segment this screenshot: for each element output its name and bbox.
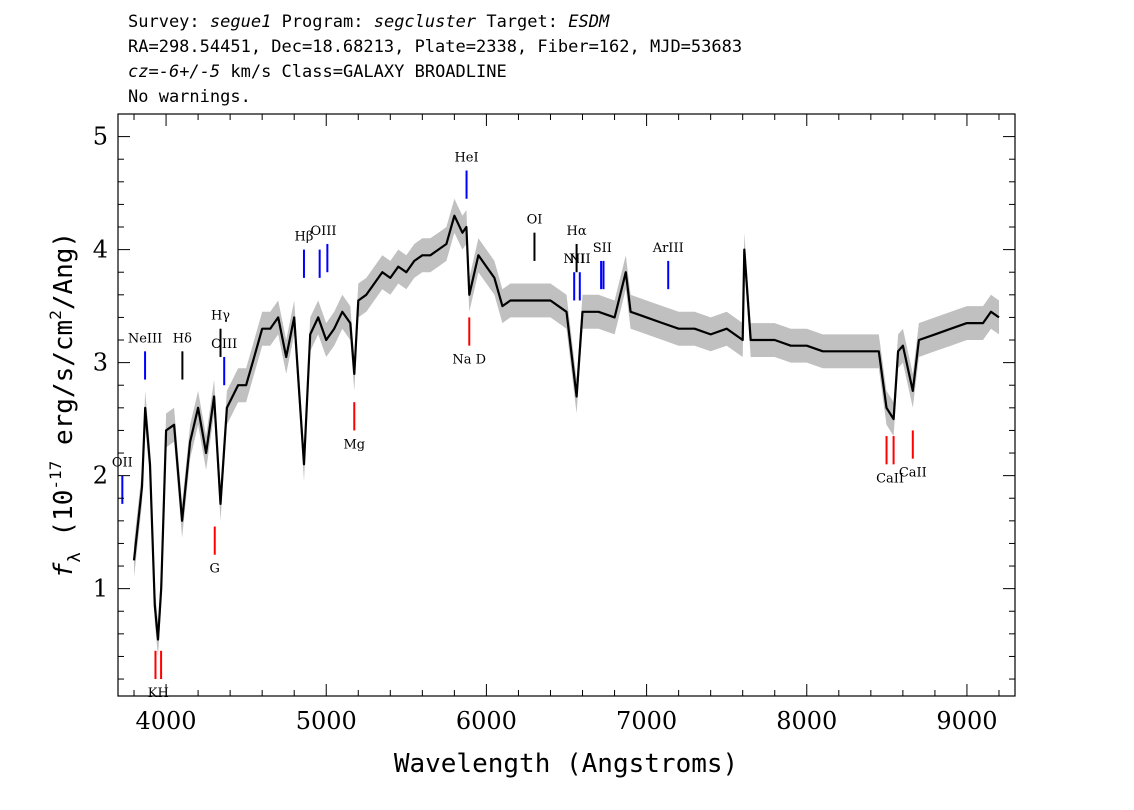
- y-tick-label: 5: [93, 123, 108, 151]
- header-line-survey: Survey: segue1 Program: segcluster Targe…: [128, 10, 742, 35]
- y-tick-label: 2: [93, 462, 108, 490]
- cz-symbol: cz: [128, 62, 149, 82]
- emission-line-label: OI: [527, 213, 543, 228]
- emission-line-label: NII: [569, 252, 591, 267]
- emission-line-label: ArIII: [652, 241, 684, 256]
- x-tick-label: 8000: [776, 707, 837, 735]
- spectrum-line-0: [132, 214, 1000, 641]
- x-tick-label: 6000: [456, 707, 517, 735]
- y-tick-label: 4: [93, 236, 108, 264]
- emission-line-label: NII: [563, 252, 585, 267]
- header-line-redshift: cz=-6+/-5 km/s Class=GALAXY BROADLINE: [128, 60, 742, 85]
- target-label: Target:: [486, 12, 558, 32]
- plot-frame: [117, 113, 1016, 697]
- header-line-warnings: No warnings.: [128, 87, 251, 107]
- emission-line-label: Hβ: [295, 230, 314, 245]
- absorption-line-label: CaII: [899, 466, 927, 481]
- emission-line-label: Hα: [567, 224, 587, 239]
- emission-line-label: NeIII: [128, 331, 162, 346]
- emission-line-label: Hγ: [211, 309, 230, 324]
- emission-line-label: Hδ: [173, 331, 192, 346]
- spectrum-error-band: [134, 198, 999, 657]
- emission-line-label: OII: [112, 456, 133, 471]
- cz-value: =-6+/-5: [148, 62, 221, 82]
- absorption-line-label: KH: [148, 686, 169, 701]
- absorption-line-label: G: [210, 562, 220, 577]
- absorption-line-label: Na D: [452, 353, 486, 368]
- absorption-line-label: CaII: [876, 471, 904, 486]
- survey-value: segue1: [209, 12, 272, 32]
- y-tick-label: 1: [93, 575, 108, 603]
- cz-units-class: km/s Class=GALAXY BROADLINE: [220, 62, 507, 82]
- absorption-line-label: Mg: [343, 437, 365, 452]
- spectrum-header: Survey: segue1 Program: segcluster Targe…: [128, 10, 742, 110]
- x-axis-title: Wavelength (Angstroms): [394, 749, 738, 779]
- emission-line-label: OIII: [211, 337, 237, 352]
- x-tick-label: 9000: [936, 707, 997, 735]
- emission-line-label: SII: [593, 241, 612, 256]
- header-line-coordinates: RA=298.54451, Dec=18.68213, Plate=2338, …: [128, 37, 743, 57]
- x-tick-label: 4000: [136, 707, 197, 735]
- x-tick-label: 5000: [296, 707, 357, 735]
- emission-line-label: HeI: [454, 151, 478, 166]
- x-tick-label: 7000: [616, 707, 677, 735]
- survey-label: Survey:: [128, 12, 200, 32]
- target-value: ESDM: [568, 12, 610, 32]
- y-tick-label: 3: [93, 349, 108, 377]
- y-axis-title: fλ (10-17 erg/s/cm2/Ang): [46, 232, 85, 578]
- program-value: segcluster: [373, 12, 477, 32]
- program-label: Program:: [281, 12, 364, 32]
- emission-line-label: OIII: [310, 224, 336, 239]
